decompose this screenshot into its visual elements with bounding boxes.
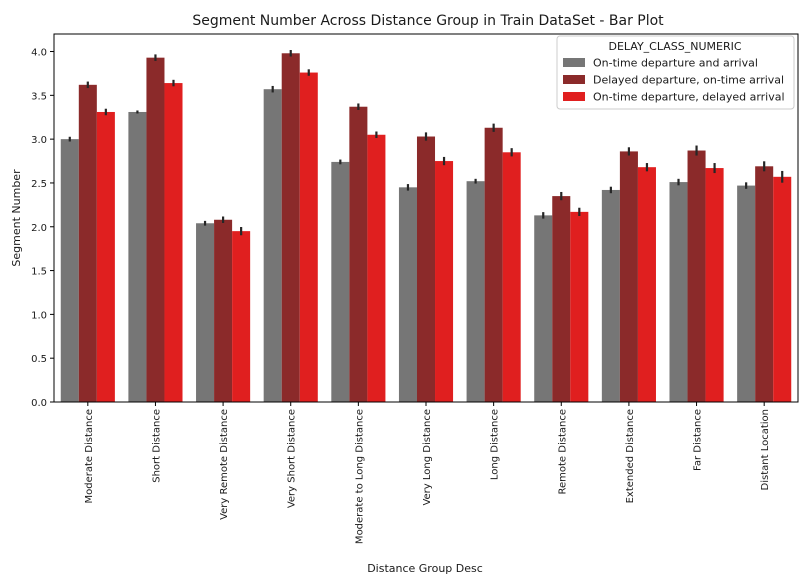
x-tick-label-remote-distance: Remote Distance [557, 409, 568, 495]
x-tick-label-moderate-distance: Moderate Distance [84, 409, 95, 503]
bar-short-distance-series-1 [128, 111, 147, 402]
bar-distant-location-series-2 [755, 166, 774, 402]
bar-very-short-distance-series-2 [281, 53, 300, 402]
bar-moderate-to-long-distance-series-1 [331, 161, 350, 402]
x-tick-label-long-distance: Long Distance [490, 409, 501, 480]
x-tick-label-far-distance: Far Distance [693, 409, 704, 471]
x-tick-label-moderate-to-long-distance: Moderate to Long Distance [354, 409, 365, 544]
legend-swatch-series-1 [563, 58, 585, 67]
bar-very-short-distance-series-3 [299, 72, 318, 403]
bar-long-distance-series-2 [484, 127, 503, 402]
bar-very-remote-distance-series-3 [232, 231, 251, 402]
y-tick-label: 4.0 [31, 48, 47, 59]
y-tick-label: 1.5 [31, 267, 47, 278]
y-axis: 0.0 0.5 1.0 1.5 2.0 2.5 3.0 3.5 4.0 [31, 48, 54, 409]
bar-distant-location-series-3 [773, 176, 792, 402]
bar-far-distance-series-1 [669, 182, 688, 402]
legend-label-series-1: On-time departure and arrival [593, 57, 758, 70]
bar-very-remote-distance-series-2 [214, 219, 233, 402]
x-tick-label-short-distance: Short Distance [151, 409, 162, 483]
y-tick-label: 3.5 [31, 91, 47, 102]
legend-title: DELAY_CLASS_NUMERIC [608, 40, 741, 53]
bar-distant-location-series-1 [737, 185, 756, 402]
bar-remote-distance-series-2 [552, 196, 571, 402]
x-tick-label-very-long-distance: Very Long Distance [422, 409, 433, 506]
bar-far-distance-series-2 [687, 150, 706, 402]
chart-title: Segment Number Across Distance Group in … [192, 13, 664, 29]
legend-box [556, 35, 795, 110]
legend-swatch-series-2 [563, 75, 585, 84]
legend-label-series-3: On-time departure, delayed arrival [593, 91, 785, 104]
bar-extended-distance-series-1 [601, 189, 620, 402]
y-tick-label: 2.5 [31, 179, 47, 190]
bar-extended-distance-series-3 [637, 167, 656, 402]
y-tick-label: 3.0 [31, 135, 47, 146]
y-axis-label: Segment Number [10, 169, 23, 267]
bar-moderate-distance-series-2 [78, 84, 97, 402]
bar-moderate-to-long-distance-series-2 [349, 106, 368, 402]
bar-very-long-distance-series-3 [435, 161, 454, 402]
bar-short-distance-series-3 [164, 83, 183, 402]
bar-moderate-to-long-distance-series-3 [367, 134, 386, 402]
legend: DELAY_CLASS_NUMERIC On-time departure an… [556, 35, 795, 110]
bar-very-remote-distance-series-1 [196, 223, 215, 402]
bar-short-distance-series-2 [146, 57, 165, 402]
bar-very-long-distance-series-2 [416, 136, 436, 402]
y-tick-label: 0.5 [31, 354, 47, 365]
bar-very-long-distance-series-1 [398, 187, 417, 402]
x-tick-label-very-short-distance: Very Short Distance [287, 409, 298, 508]
bar-very-short-distance-series-1 [263, 89, 282, 402]
bar-far-distance-series-3 [705, 168, 724, 402]
bar-moderate-distance-series-3 [96, 111, 115, 402]
y-tick-label: 2.0 [31, 223, 47, 234]
y-tick-label: 0.0 [31, 398, 47, 409]
bars-layer [60, 50, 792, 403]
x-axis: Moderate Distance Short Distance Very Remo… [84, 402, 771, 544]
bar-extended-distance-series-2 [619, 151, 638, 402]
x-tick-label-very-remote-distance: Very Remote Distance [219, 409, 230, 520]
bar-moderate-distance-series-1 [60, 139, 79, 402]
bar-remote-distance-series-3 [570, 211, 589, 402]
bar-remote-distance-series-1 [534, 215, 553, 402]
x-tick-label-extended-distance: Extended Distance [625, 409, 636, 503]
x-tick-label-distant-location: Distant Location [760, 409, 771, 490]
y-tick-label: 1.0 [31, 310, 47, 321]
bar-long-distance-series-1 [466, 181, 485, 402]
x-axis-label: Distance Group Desc [367, 562, 483, 575]
legend-swatch-series-3 [563, 92, 585, 101]
legend-label-series-2: Delayed departure, on-time arrival [593, 74, 784, 87]
bar-long-distance-series-3 [502, 152, 521, 402]
